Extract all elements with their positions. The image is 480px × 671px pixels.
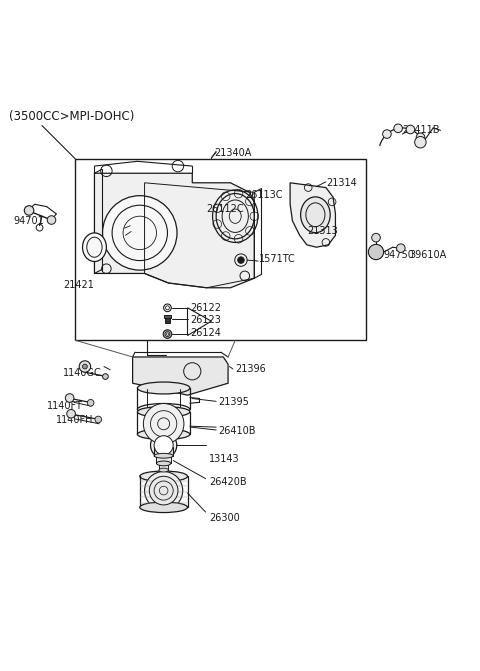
Circle shape <box>65 394 74 403</box>
Text: 1571TC: 1571TC <box>259 254 296 264</box>
Text: 26122: 26122 <box>190 303 221 313</box>
Ellipse shape <box>164 304 171 311</box>
Text: 26113C: 26113C <box>245 190 282 200</box>
Ellipse shape <box>140 471 188 482</box>
Text: 21340A: 21340A <box>214 148 251 158</box>
Bar <box>75 159 366 340</box>
Ellipse shape <box>83 233 107 262</box>
Text: 21314: 21314 <box>326 178 357 188</box>
Circle shape <box>394 124 402 133</box>
Ellipse shape <box>165 331 170 336</box>
Circle shape <box>47 215 56 224</box>
Circle shape <box>24 206 34 215</box>
Text: 1140GC: 1140GC <box>63 368 102 378</box>
Bar <box>159 462 168 470</box>
Text: 94750: 94750 <box>383 250 414 260</box>
Text: 94701: 94701 <box>13 216 44 226</box>
Polygon shape <box>290 183 336 247</box>
Ellipse shape <box>137 407 190 417</box>
Circle shape <box>372 234 380 242</box>
Ellipse shape <box>144 472 183 510</box>
Ellipse shape <box>151 432 177 458</box>
Ellipse shape <box>137 429 190 440</box>
Text: 26124: 26124 <box>190 328 221 338</box>
Ellipse shape <box>163 329 172 338</box>
Circle shape <box>103 196 177 270</box>
Circle shape <box>103 374 108 379</box>
Circle shape <box>383 130 391 138</box>
Circle shape <box>67 409 75 418</box>
Circle shape <box>416 133 425 142</box>
Text: 21421: 21421 <box>63 280 94 291</box>
Polygon shape <box>132 357 228 395</box>
Circle shape <box>95 416 102 423</box>
Bar <box>154 447 173 456</box>
Bar <box>165 315 170 323</box>
Text: (3500CC>MPI-DOHC): (3500CC>MPI-DOHC) <box>9 110 134 123</box>
Text: 26420B: 26420B <box>209 477 247 487</box>
Ellipse shape <box>159 468 168 472</box>
Ellipse shape <box>156 461 171 466</box>
Text: 21396: 21396 <box>235 364 266 374</box>
Text: 1140FH: 1140FH <box>56 415 94 425</box>
Ellipse shape <box>216 193 254 239</box>
Circle shape <box>368 244 384 260</box>
Text: 39610A: 39610A <box>409 250 447 260</box>
Text: 26123: 26123 <box>190 315 221 325</box>
Circle shape <box>87 399 94 406</box>
Circle shape <box>83 364 87 369</box>
Ellipse shape <box>154 454 173 458</box>
Polygon shape <box>95 173 254 288</box>
Ellipse shape <box>149 476 178 505</box>
Ellipse shape <box>154 435 173 455</box>
Text: 21313: 21313 <box>307 225 337 236</box>
Text: 13143: 13143 <box>209 454 240 464</box>
Ellipse shape <box>300 197 330 233</box>
Ellipse shape <box>144 403 184 444</box>
Text: 21411B: 21411B <box>402 125 440 136</box>
Bar <box>164 315 171 318</box>
Bar <box>156 455 171 464</box>
Ellipse shape <box>137 403 190 415</box>
Text: 26410B: 26410B <box>218 426 256 436</box>
Circle shape <box>396 244 405 252</box>
Text: 1140FT: 1140FT <box>47 401 83 411</box>
Text: 26300: 26300 <box>209 513 240 523</box>
Circle shape <box>415 136 426 148</box>
Ellipse shape <box>137 382 190 394</box>
Ellipse shape <box>140 502 188 513</box>
Text: 26112C: 26112C <box>206 204 244 214</box>
Circle shape <box>406 125 415 134</box>
Text: 21395: 21395 <box>218 397 250 407</box>
Circle shape <box>79 361 91 372</box>
Circle shape <box>238 257 244 264</box>
